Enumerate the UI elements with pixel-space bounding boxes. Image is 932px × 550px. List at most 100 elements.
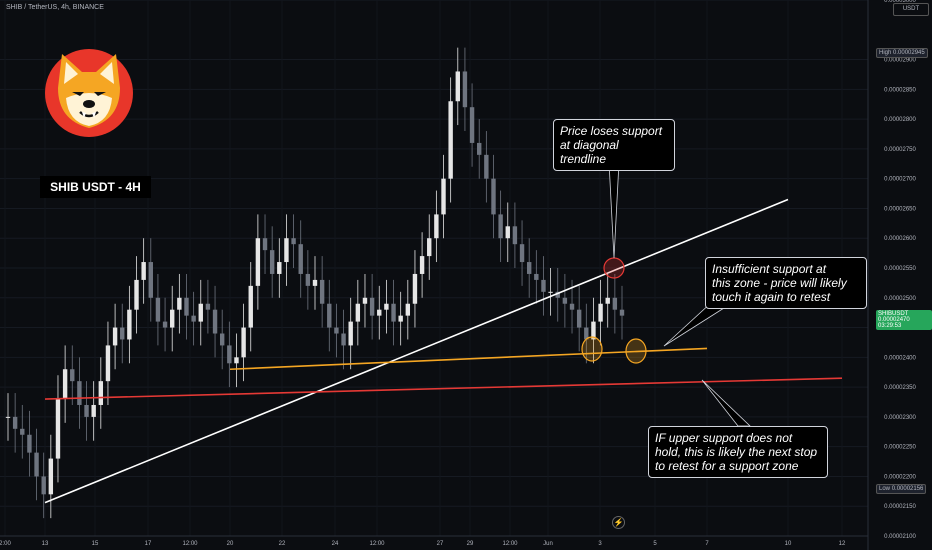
candle-body: [162, 321, 168, 328]
candle-body: [369, 297, 375, 316]
candle-body: [212, 309, 218, 334]
time-tick-label: 29: [467, 541, 474, 547]
callout-line: this zone - price will likely: [712, 276, 847, 290]
candle-body: [541, 279, 546, 292]
candle-body: [576, 309, 582, 328]
price-tick-label: 0.00002750: [884, 147, 916, 153]
candle-body: [619, 309, 625, 316]
time-tick-label: Jun: [543, 541, 553, 547]
candle-body: [191, 315, 196, 322]
candle-body: [234, 357, 239, 364]
candle-body: [312, 279, 318, 286]
diagonal-trendline: [44, 198, 789, 504]
lower-support-line: [44, 377, 843, 400]
candle-body: [427, 238, 432, 257]
price-tick-label: 0.00002550: [884, 266, 916, 272]
candle-body: [134, 279, 139, 310]
candle-body: [262, 238, 268, 251]
candle-body: [384, 303, 389, 310]
price-tick-label: 0.00002200: [884, 474, 916, 480]
price-tick-label: 0.00002700: [884, 177, 916, 183]
price-tick-label: 0.00003000: [884, 0, 916, 4]
candle-body: [512, 226, 518, 245]
trend-lines: [44, 198, 843, 504]
shiba-logo-icon: [45, 49, 133, 137]
retest-circle: [581, 336, 603, 362]
candle-body: [177, 297, 182, 310]
callout-pointer: [608, 161, 620, 259]
last-value: 0.00002470: [878, 317, 910, 323]
retest-circle: [625, 338, 647, 364]
candle-body: [148, 262, 153, 298]
circle-markers: [581, 257, 647, 364]
candle-body: [441, 178, 446, 215]
price-tick-label: 0.00002650: [884, 206, 916, 212]
callout-pointers: [608, 161, 751, 427]
time-tick-label: 5: [653, 541, 657, 547]
candle-body: [484, 154, 489, 179]
candle-body: [591, 321, 596, 340]
candle-body: [412, 273, 418, 304]
candle-body: [477, 142, 482, 155]
candle-body: [155, 297, 161, 322]
candle-body: [84, 404, 89, 417]
candle-body: [219, 333, 225, 346]
candle-body: [605, 297, 610, 304]
candle-body: [141, 262, 146, 280]
candle-body: [120, 327, 125, 340]
last-price-pill: SHIBUSDT 0.00002470 03:29:53: [876, 310, 932, 330]
price-axis[interactable]: 0.00003000 0.00002900 0.00002850 0.00002800…: [867, 0, 917, 550]
callout-line: Insufficient support at: [712, 262, 827, 276]
candle-body: [198, 303, 203, 322]
candle-body: [291, 238, 296, 245]
candle-body: [105, 345, 111, 382]
callout-line: to retest for a support zone: [655, 459, 799, 473]
candle-body: [5, 416, 11, 418]
callout-lower-support[interactable]: IF upper support does not hold, this is …: [648, 426, 828, 478]
candle-body: [448, 101, 453, 179]
candle-body: [348, 321, 353, 346]
candle-body: [584, 327, 589, 340]
candle-body: [70, 369, 75, 382]
price-tick-label: 0.00002300: [884, 415, 916, 421]
candle-body: [498, 214, 503, 239]
candle-body: [248, 285, 253, 328]
lightning-icon[interactable]: ⚡: [612, 516, 625, 529]
callout-upper-support[interactable]: Insufficient support at this zone - pric…: [705, 257, 867, 309]
candle-body: [434, 214, 439, 239]
callout-trendline[interactable]: Price loses support at diagonal trendlin…: [553, 119, 675, 171]
currency-button[interactable]: USDT: [893, 3, 929, 16]
price-tick-label: 0.00002150: [884, 504, 916, 510]
candles: [5, 47, 625, 519]
high-pill: High 0.00002945: [876, 48, 928, 58]
candle-body: [405, 303, 411, 316]
candle-body: [112, 327, 118, 346]
time-tick-label: 12:00: [369, 541, 385, 547]
low-pill: Low 0.00002156: [876, 484, 927, 494]
time-tick-label: 20: [227, 541, 234, 547]
callout-line: touch it again to retest: [712, 290, 831, 304]
candle-body: [48, 458, 54, 495]
candle-body: [391, 303, 396, 322]
candle-body: [12, 416, 18, 429]
candle-body: [305, 273, 311, 286]
symbol-header: SHIB / TetherUS, 4h, BINANCE: [6, 4, 104, 11]
candle-body: [327, 303, 332, 328]
price-tick-label: 0.00002350: [884, 385, 916, 391]
candle-body: [469, 107, 475, 143]
candle-body: [34, 452, 39, 477]
time-tick-label: 27: [437, 541, 444, 547]
candle-body: [491, 178, 496, 215]
time-axis[interactable]: 2:00 13 15 17 12:00 20 22 24 12:00 27 29 12:00 Jun 3 5…: [0, 535, 868, 547]
time-tick-label: 15: [92, 541, 99, 547]
callout-line: hold, this is likely the next stop: [655, 445, 818, 459]
candle-body: [91, 404, 96, 417]
chart-label: SHIB USDT - 4H: [40, 176, 151, 198]
bar-countdown: 03:29:53: [878, 323, 902, 329]
high-value: 0.00002945: [893, 50, 925, 56]
candle-body: [334, 327, 339, 334]
candle-body: [298, 244, 303, 274]
candle-body: [127, 309, 132, 340]
time-tick-label: 22: [279, 541, 286, 547]
candle-body: [505, 226, 510, 239]
